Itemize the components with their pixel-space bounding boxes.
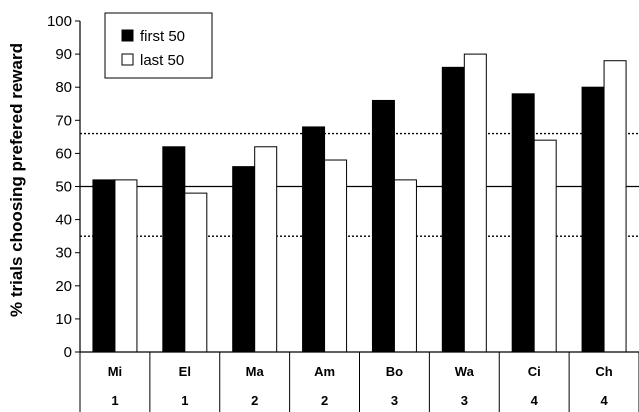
bar-first-50-wa [441,66,465,353]
y-tick-label-0: 0 [64,344,72,361]
category-label-mi: Mi [108,364,122,379]
y-tick-label-40: 40 [55,212,72,229]
bar-last-50-am [324,159,348,353]
y-tick-label-50: 50 [55,179,72,196]
y-tick-label-80: 80 [55,79,72,96]
bar-last-50-mi [114,179,138,353]
y-tick-label-70: 70 [55,112,72,129]
bar-last-50-ch [603,60,627,353]
category-label-wa: Wa [455,364,475,379]
bar-last-50-el [184,192,208,353]
y-ticks: 0 10 20 30 40 50 60 70 80 90 100 [47,13,80,361]
category-label-am: Am [314,364,335,379]
y-tick-label-20: 20 [55,278,72,295]
bars [92,53,627,353]
category-group-label-ci: 4 [531,393,539,408]
legend-swatch-last-50 [121,53,134,66]
category-group-label-ch: 4 [600,393,608,408]
y-tick-label-10: 10 [55,311,72,328]
category-group-label-ma: 2 [251,393,258,408]
category-label-bo: Bo [386,364,403,379]
y-tick-label-90: 90 [55,46,72,63]
category-group-label-am: 2 [321,393,328,408]
bar-last-50-ma [254,146,278,353]
bar-first-50-mi [92,179,116,353]
bar-first-50-bo [371,99,395,353]
category-label-ma: Ma [246,364,265,379]
bar-last-50-bo [393,179,417,353]
category-group-label-mi: 1 [111,393,118,408]
bar-last-50-ci [533,139,557,353]
category-group-label-bo: 3 [391,393,398,408]
legend-box [104,12,213,79]
category-table: Mi 1 El 1 Ma 2 Am 2 Bo 3 Wa 3 Ci 4 Ch 4 [79,352,639,412]
bar-first-50-am [302,126,326,353]
y-tick-label-30: 30 [55,245,72,262]
bar-last-50-wa [463,53,487,353]
category-label-el: El [179,364,191,379]
bar-first-50-ma [232,166,256,353]
legend: first 50 last 50 [104,12,213,79]
category-label-ch: Ch [595,364,612,379]
legend-swatch-first-50 [121,29,134,42]
legend-label-last-50: last 50 [140,52,184,69]
y-axis-label: % trials choosing prefered reward [7,43,26,317]
legend-label-first-50: first 50 [140,28,185,45]
category-group-label-el: 1 [181,393,188,408]
bar-first-50-ch [581,86,605,353]
bar-first-50-ci [511,93,535,353]
category-label-ci: Ci [528,364,541,379]
y-tick-label-60: 60 [55,145,72,162]
category-group-label-wa: 3 [461,393,468,408]
y-tick-label-100: 100 [47,13,72,30]
bar-first-50-el [162,146,186,353]
